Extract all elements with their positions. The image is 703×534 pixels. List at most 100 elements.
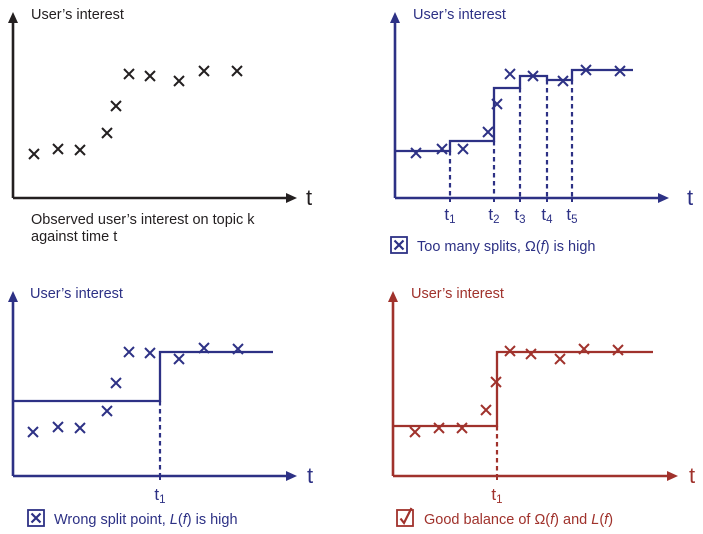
x-mark-icon	[527, 70, 539, 82]
figure-element: ) and	[554, 512, 591, 528]
x-mark-icon	[27, 426, 39, 438]
caption-text: Observed user’s interest on topic k	[31, 212, 255, 228]
figure-element: L	[591, 512, 599, 528]
x-mark-icon	[28, 148, 40, 160]
figure-element: 1	[159, 494, 165, 506]
figure-element: f	[183, 512, 189, 528]
x-mark-icon	[457, 143, 469, 155]
x-mark-icon	[614, 65, 626, 77]
figure-element: 2	[493, 214, 499, 226]
figure-element: f	[550, 512, 556, 528]
x-mark-icon	[173, 353, 185, 365]
x-mark-icon	[433, 422, 445, 434]
x-mark-icon	[504, 68, 516, 80]
split-label-t3: t3	[514, 205, 525, 226]
panel-title: User’s interest	[31, 7, 124, 23]
data-points	[409, 343, 624, 438]
figure-element: (	[178, 512, 183, 528]
split-label-t5: t5	[566, 205, 577, 226]
x-mark-icon	[480, 404, 492, 416]
figure-element: t	[154, 485, 159, 504]
x-mark-icon	[110, 377, 122, 389]
axes	[390, 12, 669, 203]
panel-observed: t User’s interest Observed user’s interest…	[8, 7, 312, 245]
figure-element: t	[491, 485, 496, 504]
x-axis-label: t	[689, 463, 695, 488]
x-checkbox-icon	[390, 236, 408, 254]
axes	[8, 291, 297, 481]
x-mark-icon	[554, 353, 566, 365]
figure-element: f	[604, 512, 610, 528]
figure-element: )	[608, 512, 613, 528]
x-mark-icon	[123, 68, 135, 80]
x-axis-arrow-icon	[286, 471, 297, 481]
split-label-t1: t1	[491, 485, 502, 506]
figure-element: ) is high	[187, 512, 238, 528]
x-mark-icon	[409, 426, 421, 438]
x-mark-icon	[173, 75, 185, 87]
x-mark-icon	[456, 422, 468, 434]
panel-title: User’s interest	[413, 7, 506, 23]
x-mark-icon	[101, 127, 113, 139]
figure-element: against time t	[31, 229, 117, 245]
data-points	[410, 64, 626, 159]
panel-title: User’s interest	[30, 286, 123, 302]
figure-element: Too many splits, Ω(	[417, 239, 541, 255]
figure-element: 1	[449, 214, 455, 226]
figure-element: 3	[519, 214, 525, 226]
y-axis-arrow-icon	[390, 12, 400, 23]
x-axis-arrow-icon	[667, 471, 678, 481]
x-axis-arrow-icon	[658, 193, 669, 203]
x-mark-icon	[525, 348, 537, 360]
x-mark-icon	[410, 147, 422, 159]
x-axis-label: t	[307, 463, 313, 488]
x-axis-label: t	[306, 185, 312, 210]
axes	[8, 12, 297, 203]
figure-element	[393, 239, 405, 251]
panel-title: User’s interest	[411, 286, 504, 302]
figure-element: Wrong split point,	[54, 512, 170, 528]
x-mark-icon	[612, 344, 624, 356]
caption-text: Wrong split point, L(f) is high	[54, 512, 238, 528]
split-label-t1: t1	[154, 485, 165, 506]
x-mark-icon	[557, 75, 569, 87]
x-mark-icon	[491, 98, 503, 110]
x-mark-icon	[74, 422, 86, 434]
figure-element: t	[566, 205, 571, 224]
figure-element	[396, 509, 414, 527]
x-mark-icon	[52, 421, 64, 433]
x-mark-icon	[52, 143, 64, 155]
figure-element: 1	[496, 494, 502, 506]
x-mark-icon	[110, 100, 122, 112]
split-label-t2: t2	[488, 205, 499, 226]
y-axis-arrow-icon	[388, 291, 398, 302]
x-mark-icon	[436, 143, 448, 155]
x-mark-icon	[482, 126, 494, 138]
step-function-line	[13, 350, 273, 403]
split-label-t1: t1	[444, 205, 455, 226]
figure-element: 5	[571, 214, 577, 226]
step-function-line	[393, 350, 653, 428]
figure-element: t	[514, 205, 519, 224]
y-axis-arrow-icon	[8, 291, 18, 302]
figure-element: L	[170, 512, 178, 528]
split-label-t4: t4	[541, 205, 553, 226]
x-mark-icon	[231, 65, 243, 77]
x-mark-icon	[198, 342, 210, 354]
caption-text: Good balance of Ω(f) and L(f)	[424, 512, 613, 528]
x-mark-icon	[232, 343, 244, 355]
x-mark-icon	[101, 405, 113, 417]
x-mark-icon	[74, 144, 86, 156]
x-mark-icon	[504, 345, 516, 357]
figure-element: Good balance of Ω(	[424, 512, 550, 528]
x-mark-icon	[123, 346, 135, 358]
step-function-line	[395, 68, 633, 153]
x-mark-icon	[580, 64, 592, 76]
data-points	[27, 342, 244, 438]
figure-element	[30, 512, 42, 524]
figure-element: Observed user’s interest on topic k	[31, 212, 255, 228]
x-axis-arrow-icon	[286, 193, 297, 203]
